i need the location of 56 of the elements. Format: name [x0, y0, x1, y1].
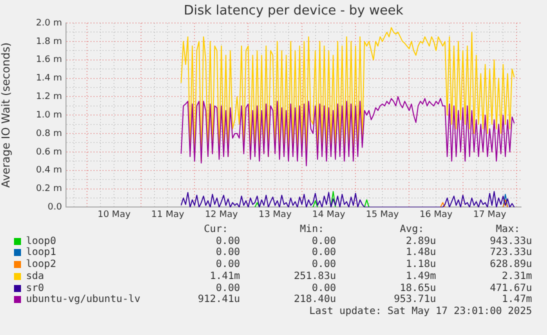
y-axis-title: Average IO Wait (seconds) — [0, 42, 12, 188]
x-tick-label: 13 May — [258, 210, 292, 220]
y-tick-label: 0.2 m — [36, 184, 62, 194]
text: 1.47m — [502, 294, 532, 306]
legend-label: loop1 — [26, 247, 56, 259]
y-tick-label: 0.4 m — [36, 166, 62, 176]
text: 628.89u — [490, 259, 532, 272]
text: 943.33u — [490, 236, 532, 248]
y-tick-label: 0.8 m — [36, 128, 62, 139]
text: 912.41u — [198, 294, 240, 306]
text: 0.00 — [312, 236, 336, 248]
text: 2.31m — [502, 270, 532, 283]
text: Avg: — [400, 224, 424, 236]
y-tick-label: 1.2 m — [36, 92, 62, 102]
y-tick-label: 1.6 m — [36, 55, 62, 66]
text: 251.83u — [294, 270, 336, 283]
text: 1.49m — [406, 270, 436, 283]
y-tick-label: 1.0 m — [36, 110, 62, 120]
text: 0.00 — [312, 247, 336, 260]
text: 1.41m — [210, 270, 240, 283]
y-tick-label: 0.6 m — [36, 147, 62, 158]
text: 0.00 — [312, 282, 336, 294]
text: 723.33u — [490, 247, 532, 260]
x-tick-label: 14 May — [312, 210, 346, 220]
legend-label: sda — [26, 270, 44, 283]
legend-label: sr0 — [26, 282, 44, 294]
x-tick-label: 12 May — [204, 210, 239, 220]
text: Max: — [496, 224, 520, 236]
text: 1.48u — [406, 247, 436, 260]
x-tick-label: 16 May — [420, 210, 454, 220]
legend-label: loop0 — [26, 236, 56, 247]
text: Last update: Sat May 17 23:01:00 2025 — [309, 306, 532, 318]
x-tick-label: 11 May — [151, 210, 185, 220]
y-tick-label: 0.0 — [48, 202, 62, 213]
x-tick-label: 17 May — [473, 210, 507, 220]
text: 953.71u — [394, 294, 436, 306]
text: 18.65u — [400, 282, 436, 294]
text: 1.18u — [406, 259, 436, 272]
x-tick-label: 10 May — [98, 210, 132, 220]
y-tick-label: 1.8 m — [36, 36, 62, 47]
text: 0.00 — [312, 259, 336, 272]
y-tick-label: 2.0 m — [36, 18, 62, 28]
text: 0.00 — [216, 282, 240, 294]
text: 0.00 — [216, 259, 240, 272]
legend-label: ubuntu-vg/ubuntu-lv — [26, 294, 140, 306]
text: Min: — [300, 224, 324, 236]
text: 471.67u — [490, 282, 532, 294]
text: 0.00 — [216, 236, 240, 248]
text: 2.89u — [406, 236, 436, 248]
text: 0.00 — [216, 247, 240, 260]
text: 218.40u — [294, 294, 336, 306]
x-tick-label: 15 May — [366, 210, 400, 220]
text: Cur: — [204, 224, 228, 236]
y-tick-label: 1.4 m — [36, 74, 62, 84]
chart-title: Disk latency per device - by week — [184, 3, 404, 18]
legend-label: loop2 — [26, 259, 56, 271]
